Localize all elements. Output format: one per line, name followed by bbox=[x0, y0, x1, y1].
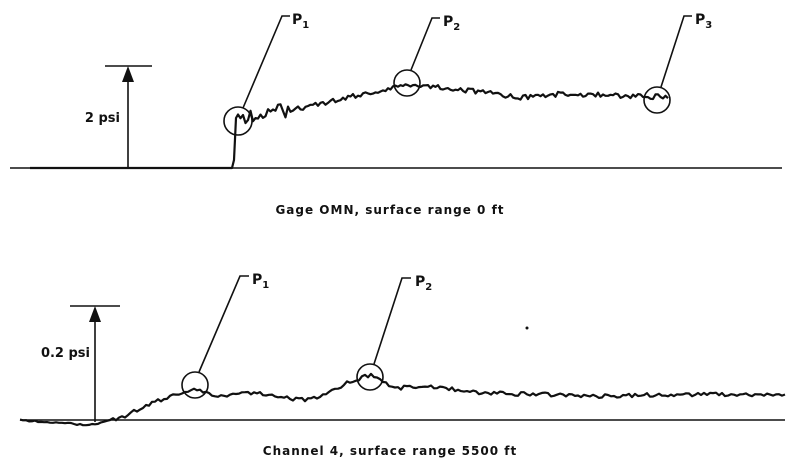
marker bbox=[181, 371, 209, 399]
point-label: P1 bbox=[252, 272, 269, 291]
scale-label: 2 psi bbox=[85, 111, 120, 126]
dot bbox=[525, 326, 529, 330]
marker bbox=[356, 363, 384, 391]
arrow-head bbox=[89, 306, 101, 322]
point-label: P1 bbox=[292, 12, 309, 31]
marker bbox=[643, 86, 671, 114]
pressure-trace bbox=[30, 83, 669, 170]
point-label: P2 bbox=[415, 274, 432, 293]
leader bbox=[660, 15, 692, 88]
arrow-head bbox=[122, 66, 134, 82]
caption: Channel 4, surface range 5500 ft bbox=[263, 444, 517, 458]
panel-1: 2 psi P1 P2 P3 Gage OMN, surface range 0… bbox=[10, 12, 782, 217]
marker bbox=[223, 106, 253, 136]
pressure-trace bbox=[19, 372, 786, 427]
marker bbox=[393, 69, 421, 97]
caption: Gage OMN, surface range 0 ft bbox=[275, 203, 504, 217]
leader bbox=[410, 17, 440, 71]
point-label: P3 bbox=[695, 12, 712, 31]
leader bbox=[198, 275, 249, 373]
panel-2: 0.2 psi P1 P2 Channel 4, surface range 5… bbox=[19, 272, 786, 458]
leader bbox=[373, 277, 411, 365]
scale-label: 0.2 psi bbox=[41, 346, 90, 361]
point-label: P2 bbox=[443, 14, 460, 33]
leader bbox=[242, 15, 290, 109]
